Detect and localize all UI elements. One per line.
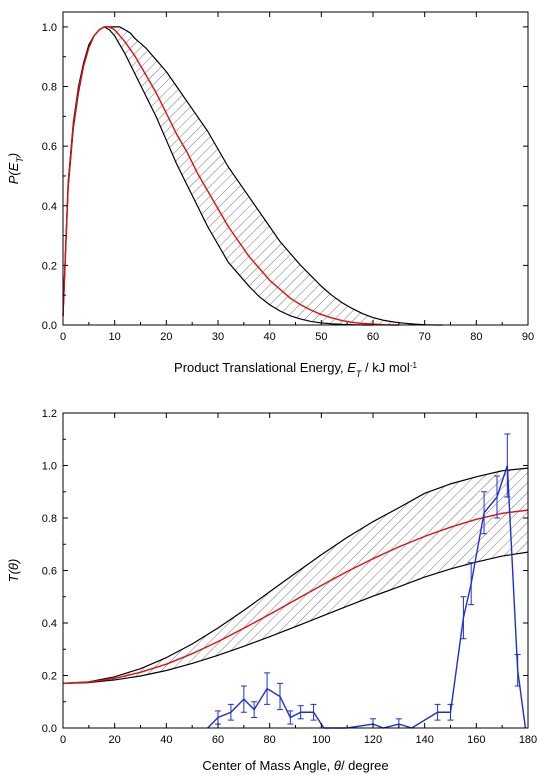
x-tick-label: 100 (312, 734, 330, 746)
x-tick-label: 180 (519, 734, 537, 746)
x-tick-label: 80 (264, 734, 276, 746)
y-axis-label: P(ET) (6, 153, 25, 185)
x-tick-label: 40 (264, 331, 276, 343)
error-bar (227, 703, 234, 721)
x-tick-label: 70 (419, 331, 431, 343)
lower-bound-curve (62, 551, 529, 684)
x-axis-label-suffix: / kJ mol (361, 360, 410, 375)
x-tick-label: 80 (470, 331, 482, 343)
x-tick-label: 20 (109, 734, 121, 746)
uncertainty-band-group (63, 468, 528, 684)
y-axis-label-prefix: P( (6, 170, 21, 185)
y-tick-label: 0.6 (42, 141, 57, 153)
x-axis-label-superscript: -1 (410, 361, 418, 370)
x-tick-label: 40 (160, 734, 172, 746)
axis-ticks-group: 0 20 40 60 80 100 120 140 160 180 0.0 0.2 0.4 0.6 0.8 1… (42, 408, 537, 746)
error-bar (468, 562, 475, 606)
error-bar (494, 475, 500, 519)
error-bar (514, 654, 521, 687)
plot-frame (62, 412, 529, 729)
y-tick-label: 0.8 (42, 513, 57, 525)
error-bar (251, 701, 258, 718)
y-tick-label: 1.0 (42, 22, 57, 34)
y-tick-label: 0.6 (42, 566, 57, 578)
y-tick-label: 0.4 (42, 201, 57, 213)
error-bar (447, 703, 454, 721)
uncertainty-band (63, 468, 528, 684)
y-tick-label: 0.2 (42, 671, 57, 683)
x-tick-label: 90 (522, 331, 534, 343)
y-axis-label-symbol: θ (6, 563, 21, 570)
y-axis-label: T(θ) (6, 559, 21, 583)
x-tick-label: 120 (364, 734, 382, 746)
top-chart-energy-distribution: 0 10 20 30 40 50 60 70 80 90 0.0 0.2 0.4 0.6 0.8 1.0 Pr… (6, 11, 534, 379)
error-bar (240, 685, 247, 713)
x-axis-label: Product Translational Energy, ET / kJ mo… (174, 360, 417, 379)
y-axis-label-suffix: ) (6, 559, 21, 565)
x-axis-label-prefix: Center of Mass Angle, (202, 758, 334, 773)
error-bar (264, 672, 271, 705)
x-tick-label: 160 (467, 734, 485, 746)
y-axis-label-subscript: T (15, 156, 25, 163)
error-bar (215, 710, 221, 725)
curve-group (62, 467, 529, 685)
y-tick-label: 1.0 (42, 461, 57, 473)
error-bar (287, 710, 294, 725)
x-tick-label: 140 (415, 734, 433, 746)
upper-bound-curve (62, 467, 529, 684)
y-axis-label-prefix: T( (6, 568, 21, 582)
y-tick-label: 1.2 (42, 408, 57, 420)
x-tick-label: 0 (60, 734, 66, 746)
x-axis-label-symbol: θ (334, 758, 341, 773)
bottom-chart-angular-distribution: 0 20 40 60 80 100 120 140 160 180 0.0 0.2 0.4 0.6 0.8 1… (6, 408, 537, 773)
y-tick-label: 0.8 (42, 82, 57, 94)
x-tick-label: 50 (315, 331, 327, 343)
x-axis-label-symbol: E (347, 360, 356, 375)
y-axis-label-suffix: ) (6, 153, 21, 159)
x-axis-label-prefix: Product Translational Energy, (174, 360, 347, 375)
x-tick-label: 0 (60, 331, 66, 343)
x-tick-label: 30 (212, 331, 224, 343)
best-fit-curve (62, 26, 399, 326)
x-axis-label-subscript: T (356, 369, 363, 379)
y-axis-label-symbol: E (6, 162, 21, 171)
error-bar (434, 703, 441, 721)
uncertainty-band-group (63, 26, 443, 326)
x-axis-label: Center of Mass Angle, θ/ degree (202, 758, 388, 773)
x-tick-label: 20 (160, 331, 172, 343)
y-tick-label: 0.4 (42, 618, 57, 630)
x-tick-label: 60 (212, 734, 224, 746)
error-bar (481, 491, 488, 535)
curve-group (62, 26, 443, 326)
uncertainty-band (63, 26, 443, 326)
error-bar (297, 705, 304, 720)
y-tick-label: 0.0 (42, 320, 57, 332)
x-tick-label: 10 (109, 331, 121, 343)
error-bar (277, 682, 283, 711)
y-tick-label: 0.0 (42, 723, 57, 735)
best-fit-curve (62, 509, 529, 685)
axis-ticks-group: 0 10 20 30 40 50 60 70 80 90 0.0 0.2 0.4 0.6 0.8 1.0 (42, 12, 534, 343)
x-axis-label-suffix: / degree (341, 758, 389, 773)
y-tick-label: 0.2 (42, 260, 57, 272)
error-bar (504, 433, 511, 498)
x-tick-label: 60 (367, 331, 379, 343)
error-bar (310, 703, 317, 721)
error-bar (460, 596, 467, 640)
